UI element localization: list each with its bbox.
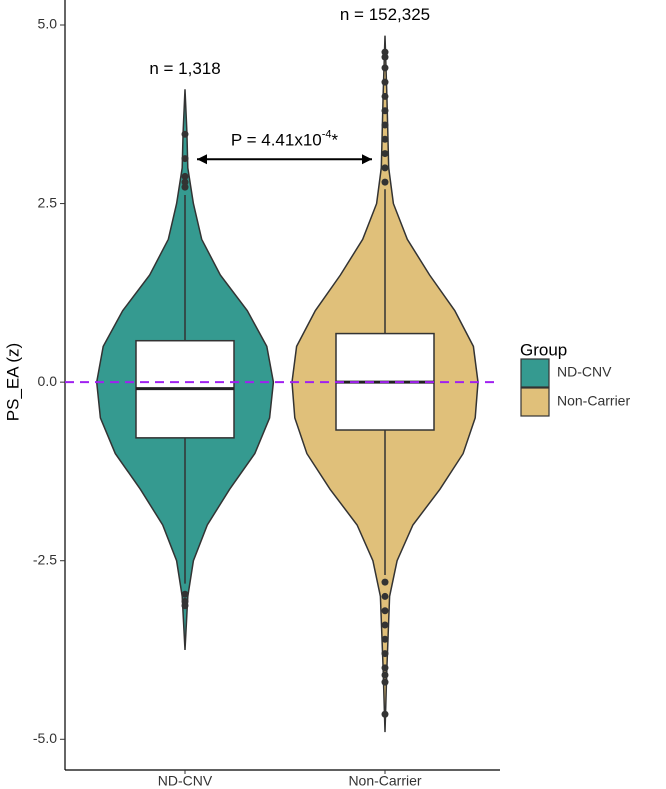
y-axis-label: PS_EA (z) [3,343,22,421]
x-tick-label: ND-CNV [158,773,213,789]
arrow-head [362,154,372,165]
p-suffix: * [332,131,339,150]
outlier [381,635,389,643]
outlier [381,678,389,686]
outlier [381,78,389,86]
outlier [181,172,189,180]
y-tick-label: -5.0 [33,730,57,746]
outlier [181,178,189,186]
outlier [381,53,389,61]
outlier [381,650,389,658]
outlier [181,130,189,138]
legend-title: Group [520,340,567,359]
outlier [381,107,389,115]
outlier [381,135,389,143]
outlier [381,121,389,129]
y-tick-label: 0.0 [38,373,58,389]
outlier [381,671,389,679]
comparison-label: P = 4.41x10-4* [231,128,339,150]
outlier [381,178,389,186]
n-label: n = 152,325 [340,5,430,24]
legend-label: ND-CNV [557,364,612,380]
outlier [381,664,389,672]
p-value: P = 4.41x10 [231,131,322,150]
y-tick-label: 5.0 [38,16,58,32]
outlier [381,607,389,615]
outlier [381,92,389,100]
outlier [381,621,389,629]
outlier [181,602,189,610]
outlier [181,155,189,163]
p-exponent: -4 [322,128,332,140]
outlier [381,64,389,72]
legend-key [520,387,550,417]
outlier [381,164,389,172]
outlier [381,150,389,158]
outlier [181,590,189,598]
outlier [381,48,389,56]
outlier [181,183,189,191]
n-label: n = 1,318 [149,59,220,78]
legend-key [520,358,550,388]
y-tick-label: -2.5 [33,551,57,567]
outlier [381,710,389,718]
arrow-head [197,154,207,165]
y-tick-label: 2.5 [38,194,58,210]
outlier [381,578,389,586]
legend-label: Non-Carrier [557,393,630,409]
outlier [381,592,389,600]
x-tick-label: Non-Carrier [348,773,421,789]
